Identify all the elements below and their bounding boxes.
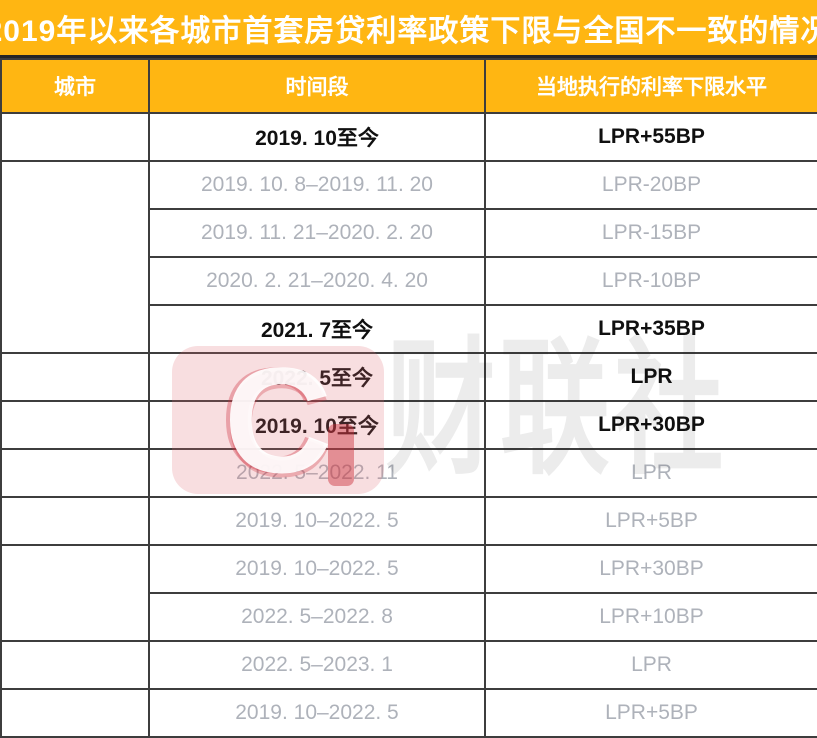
table-row: 2021. 7至今 LPR+35BP: [1, 304, 817, 354]
table-row: 北京 2019. 10至今 LPR+55BP: [0, 112, 817, 162]
rate-cell: LPR+35BP: [484, 304, 817, 354]
table-row: 杭州 2022. 5–2022. 11 LPR: [0, 448, 817, 498]
period-cell: 2019. 10–2022. 5: [148, 688, 486, 738]
period-cell: 2019. 10–2022. 5: [148, 496, 486, 546]
table-row: 厦门 2019. 10–2022. 5 LPR+30BP: [0, 544, 817, 642]
rate-cell: LPR: [484, 352, 817, 402]
city-cell-shenzhen: 深圳: [0, 400, 150, 450]
column-header-period: 时间段: [148, 58, 486, 114]
header-row: 城市 时间段 当地执行的利率下限水平: [0, 58, 817, 114]
city-cell-chengdu: 成都: [0, 640, 150, 690]
period-cell: 2022. 5–2022. 8: [148, 592, 486, 642]
rate-cell: LPR: [484, 640, 817, 690]
period-cell: 2022. 5–2022. 11: [148, 448, 486, 498]
table-row: 郑州 2019. 10–2022. 5 LPR+5BP: [0, 688, 817, 738]
period-cell: 2020. 2. 21–2020. 4. 20: [148, 256, 486, 306]
city-cell-changchun: 长春: [0, 496, 150, 546]
column-header-city: 城市: [0, 58, 150, 114]
city-cell-guangzhou: 广州: [0, 352, 150, 402]
rate-cell: LPR+5BP: [484, 496, 817, 546]
rate-cell: LPR-15BP: [484, 208, 817, 258]
rate-cell: LPR-10BP: [484, 256, 817, 306]
period-cell: 2022. 5–2023. 1: [148, 640, 486, 690]
rates-table: 城市 时间段 当地执行的利率下限水平 北京 2019. 10至今 LPR+55B…: [0, 58, 817, 738]
period-cell: 2019. 10至今: [148, 112, 486, 162]
rate-cell: LPR+30BP: [484, 544, 817, 594]
city-cell-beijing: 北京: [0, 112, 150, 162]
city-cell-xiamen: 厦门: [0, 544, 150, 642]
period-cell: 2019. 10至今: [148, 400, 486, 450]
table-row: 成都 2022. 5–2023. 1 LPR: [0, 640, 817, 690]
period-cell: 2019. 11. 21–2020. 2. 20: [148, 208, 486, 258]
period-cell: 2021. 7至今: [148, 304, 486, 354]
table-row: 上海 2019. 10. 8–2019. 11. 20 LPR-20BP: [0, 160, 817, 354]
page-title: 2019年以来各城市首套房贷利率政策下限与全国不一致的情况: [0, 0, 817, 58]
table-row: 长春 2019. 10–2022. 5 LPR+5BP: [0, 496, 817, 546]
city-cell-shanghai: 上海: [0, 160, 150, 354]
rate-cell: LPR+55BP: [484, 112, 817, 162]
period-cell: 2019. 10. 8–2019. 11. 20: [148, 160, 486, 210]
column-header-rate: 当地执行的利率下限水平: [484, 58, 817, 114]
period-cell: 2022. 5至今: [148, 352, 486, 402]
rate-cell: LPR+5BP: [484, 688, 817, 738]
table-row: 广州 2022. 5至今 LPR: [0, 352, 817, 402]
rate-cell: LPR-20BP: [484, 160, 817, 210]
table-row: 2022. 5–2022. 8 LPR+10BP: [1, 592, 817, 642]
period-cell: 2019. 10–2022. 5: [148, 544, 486, 594]
city-cell-hangzhou: 杭州: [0, 448, 150, 498]
city-cell-zhengzhou: 郑州: [0, 688, 150, 738]
table-row: 2020. 2. 21–2020. 4. 20 LPR-10BP: [1, 256, 817, 306]
rate-cell: LPR+10BP: [484, 592, 817, 642]
table-row: 深圳 2019. 10至今 LPR+30BP: [0, 400, 817, 450]
rate-cell: LPR+30BP: [484, 400, 817, 450]
rate-cell: LPR: [484, 448, 817, 498]
